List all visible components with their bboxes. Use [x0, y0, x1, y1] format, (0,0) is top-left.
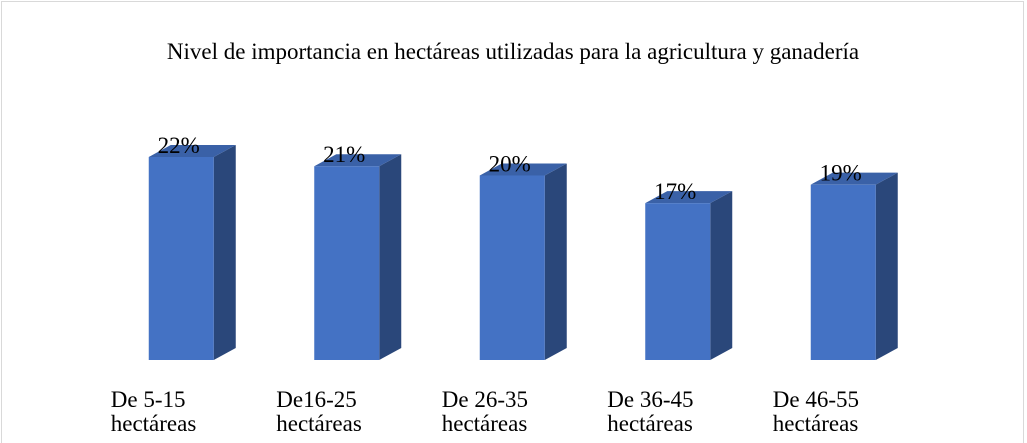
bar-side: [875, 172, 898, 360]
data-label: 20%: [489, 151, 531, 176]
data-label: 19%: [820, 161, 862, 186]
chart-title: Nivel de importancia en hectáreas utiliz…: [166, 39, 860, 64]
x-tick-label: De 26-35 hectáreas: [441, 387, 528, 436]
bar-top: [645, 191, 733, 204]
x-tick-label: De 46-55 hectáreas: [772, 387, 859, 436]
bar-side: [544, 163, 567, 360]
bar-top: [148, 145, 236, 157]
bar-top: [810, 172, 898, 185]
bar-side: [710, 191, 733, 360]
data-label: 17%: [654, 179, 696, 204]
x-tick-label: De16-25 hectáreas: [276, 387, 362, 436]
x-tick-label: De 5-15 hectáreas: [110, 387, 197, 436]
data-label: 21%: [323, 142, 365, 167]
bar: [314, 166, 380, 360]
bar: [479, 175, 545, 360]
bar: [810, 184, 876, 360]
bar-side: [213, 145, 236, 360]
bar-top: [479, 163, 567, 176]
bar-top: [314, 154, 402, 167]
bar: [148, 157, 214, 360]
data-label: 22%: [158, 133, 200, 158]
x-tick-label: De 36-45 hectáreas: [607, 387, 694, 436]
bar: [645, 203, 711, 360]
bar-side: [379, 154, 402, 360]
